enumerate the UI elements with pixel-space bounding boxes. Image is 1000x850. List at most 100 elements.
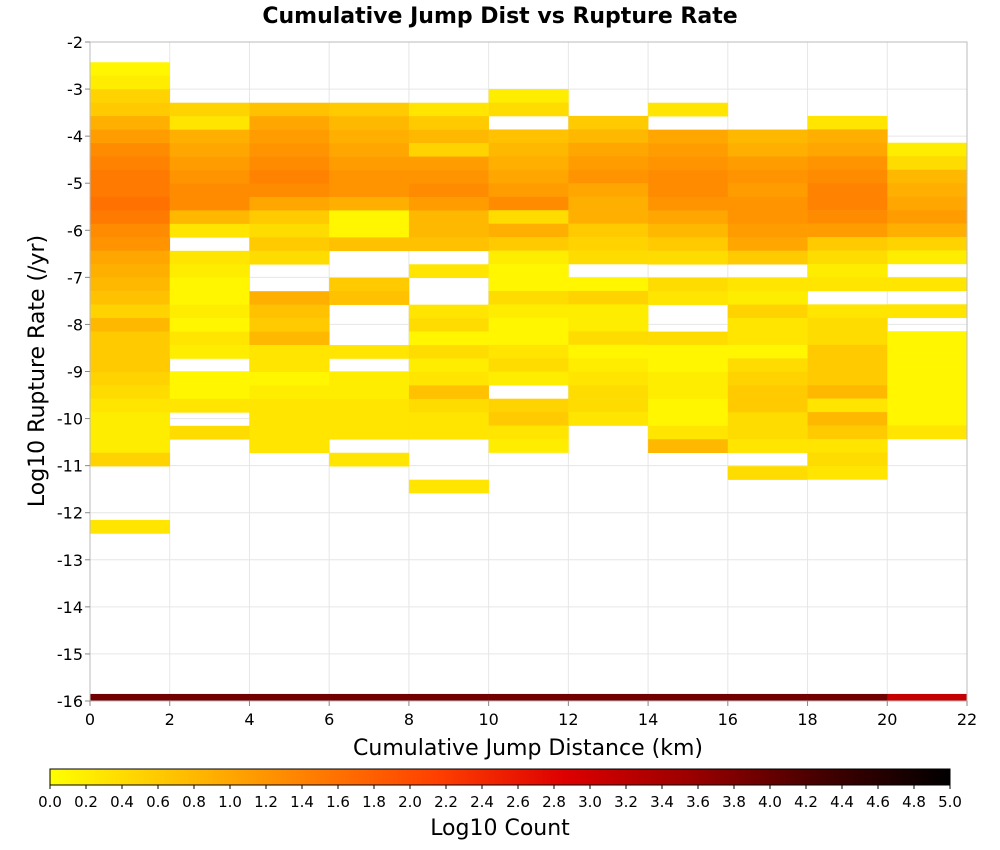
heatmap-cell (727, 291, 808, 305)
heatmap-cell (648, 170, 729, 184)
colorbar-tick-label: 4.4 (830, 793, 854, 811)
colorbar-tick-label: 0.2 (74, 793, 98, 811)
colorbar-tick-label: 3.4 (650, 793, 674, 811)
heatmap-cells (90, 62, 968, 701)
heatmap-cell (727, 466, 808, 480)
heatmap-cell (648, 183, 729, 198)
heatmap-cell (408, 237, 489, 252)
heatmap-cell (807, 142, 888, 157)
heatmap-cell (408, 371, 489, 386)
heatmap-cell (887, 398, 968, 413)
heatmap-cell (90, 89, 171, 103)
x-axis-ticks: 0 2 4 6 8 10 12 14 16 18 20 22 (85, 701, 977, 729)
heatmap-cell-bottom (408, 693, 489, 701)
heatmap-cell (727, 143, 808, 157)
colorbar-tick-label: 0.6 (146, 793, 170, 811)
heatmap-cell (887, 331, 968, 345)
heatmap-cell (90, 143, 171, 157)
heatmap-cell (169, 318, 250, 332)
heatmap-cell (568, 183, 649, 197)
heatmap-cell (887, 196, 968, 211)
heatmap-cell (249, 116, 330, 130)
heatmap-cell (727, 331, 808, 346)
heatmap-cell (90, 371, 171, 386)
heatmap-cell-bottom (249, 693, 330, 701)
x-tick-label: 0 (85, 710, 95, 729)
heatmap-cell (169, 264, 250, 279)
heatmap-cell (648, 277, 729, 292)
heatmap-cell (648, 210, 729, 225)
heatmap-cell (249, 371, 330, 386)
heatmap-cell-bottom (488, 693, 569, 701)
heatmap-cell (807, 398, 888, 413)
heatmap-cell (727, 169, 808, 184)
heatmap-cell (169, 196, 250, 211)
heatmap-cell (408, 143, 489, 157)
heatmap-cell (568, 344, 649, 359)
x-tick-label: 10 (478, 710, 498, 729)
heatmap-cell (90, 398, 171, 413)
heatmap-cell (488, 223, 569, 238)
heatmap-cell (727, 358, 808, 373)
heatmap-cell (727, 344, 808, 359)
heatmap-cell (90, 116, 171, 130)
heatmap-cell (90, 519, 171, 534)
x-tick-label: 18 (797, 710, 817, 729)
y-tick-label: -7 (67, 268, 83, 287)
heatmap-cell (488, 142, 569, 157)
heatmap-cell (90, 425, 171, 440)
heatmap-cell-bottom (648, 693, 729, 701)
heatmap-cell (807, 412, 888, 426)
heatmap-cell (249, 304, 330, 319)
heatmap-cell (169, 223, 250, 238)
colorbar-tick-label: 3.6 (686, 793, 710, 811)
heatmap-cell (408, 156, 489, 171)
heatmap-cell (408, 318, 489, 332)
x-tick-label: 12 (558, 710, 578, 729)
heatmap-cell-bottom (329, 693, 410, 701)
heatmap-cell (887, 358, 968, 372)
heatmap-cell (727, 129, 808, 144)
heatmap-cell-bottom (568, 693, 649, 701)
heatmap-cell (488, 317, 569, 332)
heatmap-cell (90, 129, 171, 144)
y-tick-label: -11 (57, 457, 83, 476)
heatmap-cell (329, 371, 410, 386)
heatmap-cell (169, 116, 250, 130)
heatmap-cell (329, 223, 410, 238)
heatmap-cell (887, 169, 968, 184)
heatmap-cell (249, 196, 330, 211)
heatmap-cell (568, 250, 649, 265)
colorbar-tick-label: 0.8 (182, 793, 206, 811)
heatmap-cell (169, 210, 250, 225)
y-axis-label: Log10 Rupture Rate (/yr) (25, 235, 50, 507)
heatmap-cell (648, 358, 729, 373)
colorbar-tick-label: 4.6 (866, 793, 890, 811)
heatmap-cell (408, 102, 489, 117)
y-tick-label: -13 (57, 551, 83, 570)
heatmap-cell (249, 398, 330, 413)
heatmap-cell (169, 183, 250, 198)
x-tick-label: 20 (877, 710, 897, 729)
heatmap-cell (488, 169, 569, 184)
heatmap-cell (90, 358, 171, 373)
heatmap-cell (887, 344, 968, 359)
heatmap-cell (90, 264, 171, 278)
heatmap-cell (249, 412, 330, 427)
heatmap-cell (329, 398, 410, 413)
heatmap-cell (249, 102, 330, 117)
heatmap-cell (169, 143, 250, 157)
heatmap-cell (807, 263, 888, 278)
heatmap-cell (329, 385, 410, 400)
heatmap-cell (169, 129, 250, 144)
heatmap-cell (568, 290, 649, 305)
heatmap-cell (568, 317, 649, 332)
heatmap-cell (807, 452, 888, 467)
heatmap-cell (568, 237, 649, 251)
heatmap-cell (648, 345, 729, 359)
colorbar-tick-label: 2.6 (506, 793, 530, 811)
heatmap-cell (807, 250, 888, 265)
y-tick-label: -3 (67, 80, 83, 99)
heatmap-cell (169, 291, 250, 305)
heatmap-cell (807, 223, 888, 238)
